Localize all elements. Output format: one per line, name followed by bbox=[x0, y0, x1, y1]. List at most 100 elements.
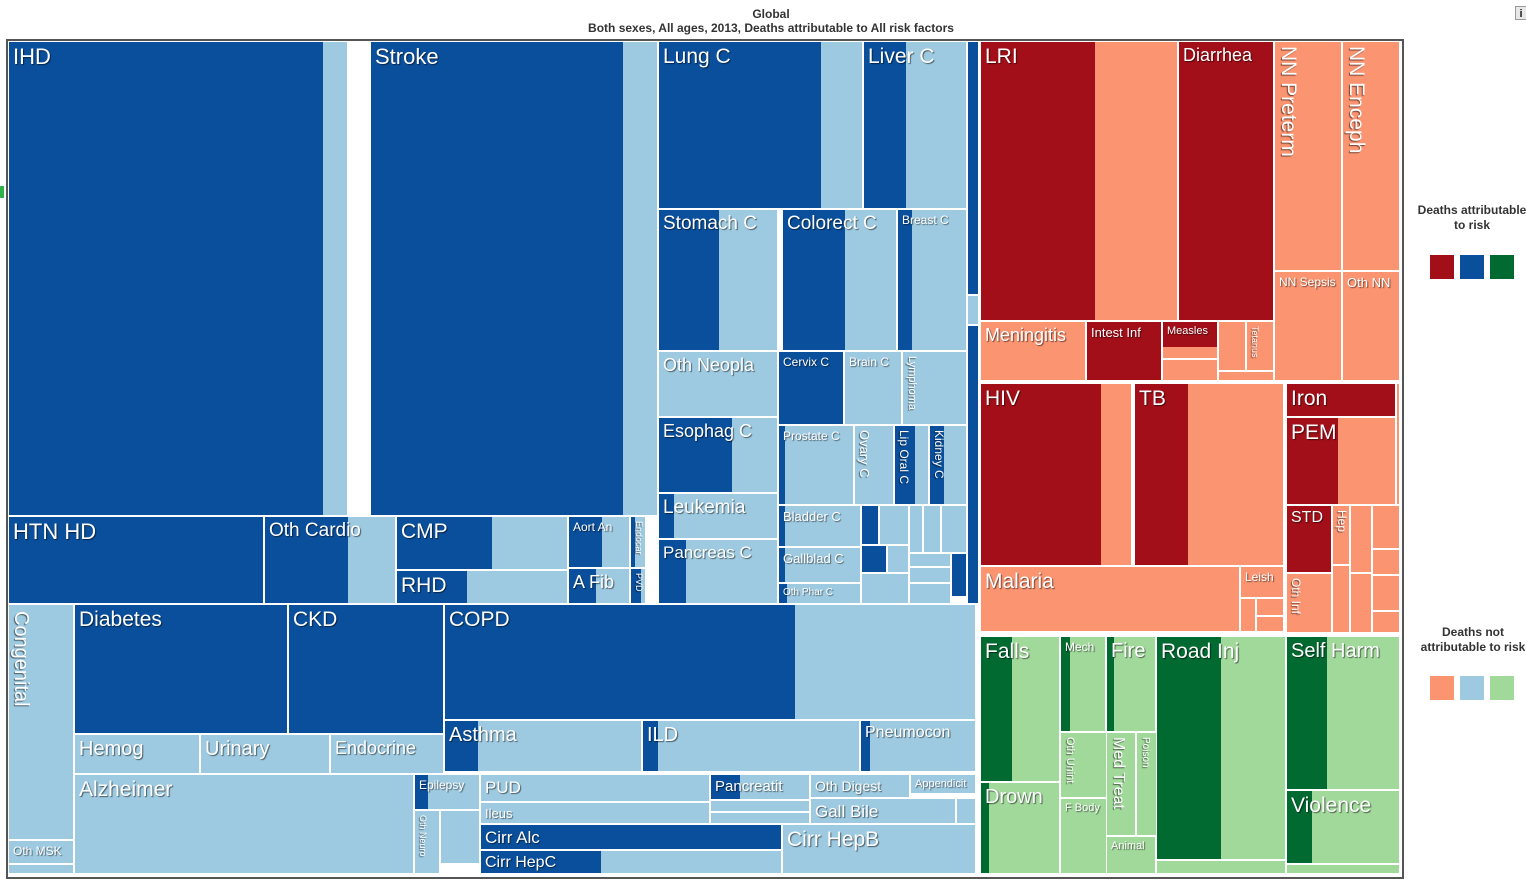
treemap-filler-cell[interactable] bbox=[861, 573, 909, 604]
treemap-filler-cell[interactable] bbox=[1156, 860, 1286, 874]
treemap-cell-mech[interactable]: Mech bbox=[1060, 636, 1106, 732]
treemap-filler-cell[interactable] bbox=[1286, 864, 1400, 874]
treemap-filler-cell[interactable] bbox=[1256, 598, 1284, 616]
treemap-cell-appendicit[interactable]: Appendicit bbox=[910, 774, 976, 794]
treemap-cell-oth-digest[interactable]: Oth Digest bbox=[810, 774, 910, 798]
treemap-cell-oth-phar-c[interactable]: Oth Phar C bbox=[778, 583, 861, 604]
treemap-filler-cell[interactable] bbox=[956, 798, 976, 824]
treemap-filler-cell[interactable] bbox=[1350, 505, 1372, 573]
treemap-filler-cell[interactable] bbox=[941, 505, 967, 553]
treemap-cell-congenital[interactable]: Congenital bbox=[8, 604, 74, 840]
treemap-cell-rhd[interactable]: RHD bbox=[396, 570, 568, 604]
treemap-cell-cervix-c[interactable]: Cervix C bbox=[778, 351, 844, 425]
treemap-cell-nn-preterm[interactable]: NN Preterm bbox=[1274, 41, 1342, 271]
treemap-cell-oth-cardio[interactable]: Oth Cardio bbox=[264, 516, 396, 604]
treemap-filler-cell[interactable] bbox=[1372, 575, 1400, 611]
treemap-cell-ihd[interactable]: IHD bbox=[8, 41, 348, 516]
treemap-cell-poison[interactable]: Poison bbox=[1136, 732, 1158, 836]
treemap-cell-oth-neuro[interactable]: Oth Neuro bbox=[414, 810, 440, 874]
treemap-cell-fire[interactable]: Fire bbox=[1106, 636, 1156, 732]
treemap-filler-cell[interactable] bbox=[967, 295, 979, 325]
treemap-cell-pancreas-c[interactable]: Pancreas C bbox=[658, 539, 778, 604]
treemap-cell-nn-sepsis[interactable]: NN Sepsis bbox=[1274, 271, 1342, 381]
treemap-cell-std[interactable]: STD bbox=[1286, 505, 1332, 573]
treemap-filler-cell[interactable] bbox=[967, 325, 979, 604]
treemap-cell-self-harm[interactable]: Self Harm bbox=[1286, 636, 1400, 790]
treemap-cell-lip-oral-c[interactable]: Lip Oral C bbox=[894, 425, 929, 505]
treemap-cell-hep[interactable]: Hep bbox=[1332, 505, 1350, 565]
treemap-cell-cirr-alc[interactable]: Cirr Alc bbox=[480, 824, 782, 850]
treemap-cell-falls[interactable]: Falls bbox=[980, 636, 1060, 782]
treemap-filler-cell[interactable] bbox=[1218, 321, 1246, 371]
treemap-cell-endocar[interactable]: Endocar bbox=[630, 516, 646, 568]
treemap-cell-hiv[interactable]: HIV bbox=[980, 383, 1132, 566]
treemap-filler-cell[interactable] bbox=[1162, 359, 1218, 381]
treemap-filler-cell[interactable] bbox=[909, 553, 951, 567]
treemap-cell-diabetes[interactable]: Diabetes bbox=[74, 604, 288, 734]
treemap-filler-cell[interactable] bbox=[1350, 573, 1372, 633]
treemap-filler-cell[interactable] bbox=[1332, 565, 1350, 633]
treemap-cell-colorect-c[interactable]: Colorect C bbox=[782, 209, 897, 351]
treemap-cell-meningitis[interactable]: Meningitis bbox=[980, 321, 1086, 381]
treemap-cell-leukemia[interactable]: Leukemia bbox=[658, 493, 778, 539]
treemap-filler-cell[interactable] bbox=[710, 812, 810, 824]
treemap-cell-ild[interactable]: ILD bbox=[642, 720, 860, 772]
treemap-cell-stroke[interactable]: Stroke bbox=[370, 41, 658, 516]
treemap-cell-drown[interactable]: Drown bbox=[980, 782, 1060, 874]
treemap-cell-oth-unint[interactable]: Oth Unint bbox=[1060, 732, 1110, 798]
treemap-cell-cmp[interactable]: CMP bbox=[396, 516, 568, 570]
treemap-cell-diarrhea[interactable]: Diarrhea bbox=[1178, 41, 1274, 321]
treemap-filler-cell[interactable] bbox=[887, 545, 909, 573]
treemap-cell-pneumocon[interactable]: Pneumocon bbox=[860, 720, 976, 772]
treemap-cell-liver-c[interactable]: Liver C bbox=[863, 41, 967, 209]
treemap-cell-ovary-c[interactable]: Ovary C bbox=[854, 425, 894, 505]
treemap-cell-iron[interactable]: Iron bbox=[1286, 383, 1396, 417]
treemap-cell-oth-inf[interactable]: Oth Inf bbox=[1286, 573, 1332, 633]
treemap-filler-cell[interactable] bbox=[1396, 383, 1400, 505]
treemap-cell-kidney-c[interactable]: Kidney C bbox=[929, 425, 967, 505]
treemap-cell-lymphoma[interactable]: Lymphoma bbox=[902, 351, 967, 425]
treemap-cell-lri[interactable]: LRI bbox=[980, 41, 1178, 321]
treemap-cell-pvd[interactable]: PVD bbox=[630, 568, 646, 604]
treemap-filler-cell[interactable] bbox=[909, 567, 951, 583]
treemap-cell-pud[interactable]: PUD bbox=[480, 774, 710, 802]
treemap-cell-road-inj[interactable]: Road Inj bbox=[1156, 636, 1286, 860]
treemap-cell-nn-enceph[interactable]: NN Enceph bbox=[1342, 41, 1400, 271]
treemap-cell-tb[interactable]: TB bbox=[1134, 383, 1284, 566]
treemap-cell-cirr-hepc[interactable]: Cirr HepC bbox=[480, 850, 782, 874]
treemap-cell-pancreatit[interactable]: Pancreatit bbox=[710, 774, 810, 800]
treemap-filler-cell[interactable] bbox=[710, 800, 810, 812]
treemap-cell-prostate-c[interactable]: Prostate C bbox=[778, 425, 854, 505]
treemap-cell-violence[interactable]: Violence bbox=[1286, 790, 1400, 864]
treemap-filler-cell[interactable] bbox=[909, 583, 951, 604]
treemap-cell-bladder-c[interactable]: Bladder C bbox=[778, 505, 861, 547]
treemap-cell-malaria[interactable]: Malaria bbox=[980, 566, 1240, 632]
treemap-cell-lung-c[interactable]: Lung C bbox=[658, 41, 863, 209]
treemap-filler-cell[interactable] bbox=[440, 810, 480, 864]
treemap-filler-cell[interactable] bbox=[861, 505, 879, 545]
treemap-cell-esophag-c[interactable]: Esophag C bbox=[658, 417, 778, 493]
treemap-filler-cell[interactable] bbox=[967, 41, 979, 295]
treemap-cell-asthma[interactable]: Asthma bbox=[444, 720, 642, 772]
treemap-filler-cell[interactable] bbox=[1372, 549, 1400, 575]
treemap-cell-aort-an[interactable]: Aort An bbox=[568, 516, 630, 568]
treemap-filler-cell[interactable] bbox=[923, 505, 941, 553]
treemap-cell-oth-msk[interactable]: Oth MSK bbox=[8, 840, 74, 864]
treemap-cell-cirr-hepb[interactable]: Cirr HepB bbox=[782, 824, 976, 874]
treemap-cell-tetanus[interactable]: Tetanus bbox=[1246, 321, 1274, 371]
treemap-filler-cell[interactable] bbox=[879, 505, 909, 545]
treemap-cell-alzheimer[interactable]: Alzheimer bbox=[74, 774, 414, 874]
treemap-cell-med-treat[interactable]: Med Treat bbox=[1106, 732, 1136, 836]
treemap-cell-epilepsy[interactable]: Epilepsy bbox=[414, 774, 480, 810]
treemap-cell-oth-neopla[interactable]: Oth Neopla bbox=[658, 351, 778, 417]
treemap-filler-cell[interactable] bbox=[909, 505, 923, 553]
treemap-cell-hemog[interactable]: Hemog bbox=[74, 734, 200, 774]
treemap-cell-gallblad-c[interactable]: Gallblad C bbox=[778, 547, 861, 583]
treemap-cell-animal[interactable]: Animal bbox=[1106, 836, 1156, 874]
treemap-filler-cell[interactable] bbox=[1240, 598, 1256, 632]
treemap-filler-cell[interactable] bbox=[8, 864, 74, 874]
treemap-filler-cell[interactable] bbox=[1256, 616, 1284, 632]
treemap-cell-endocrine[interactable]: Endocrine bbox=[330, 734, 444, 774]
treemap-cell-intest-inf[interactable]: Intest Inf bbox=[1086, 321, 1162, 381]
treemap-cell-breast-c[interactable]: Breast C bbox=[897, 209, 967, 351]
